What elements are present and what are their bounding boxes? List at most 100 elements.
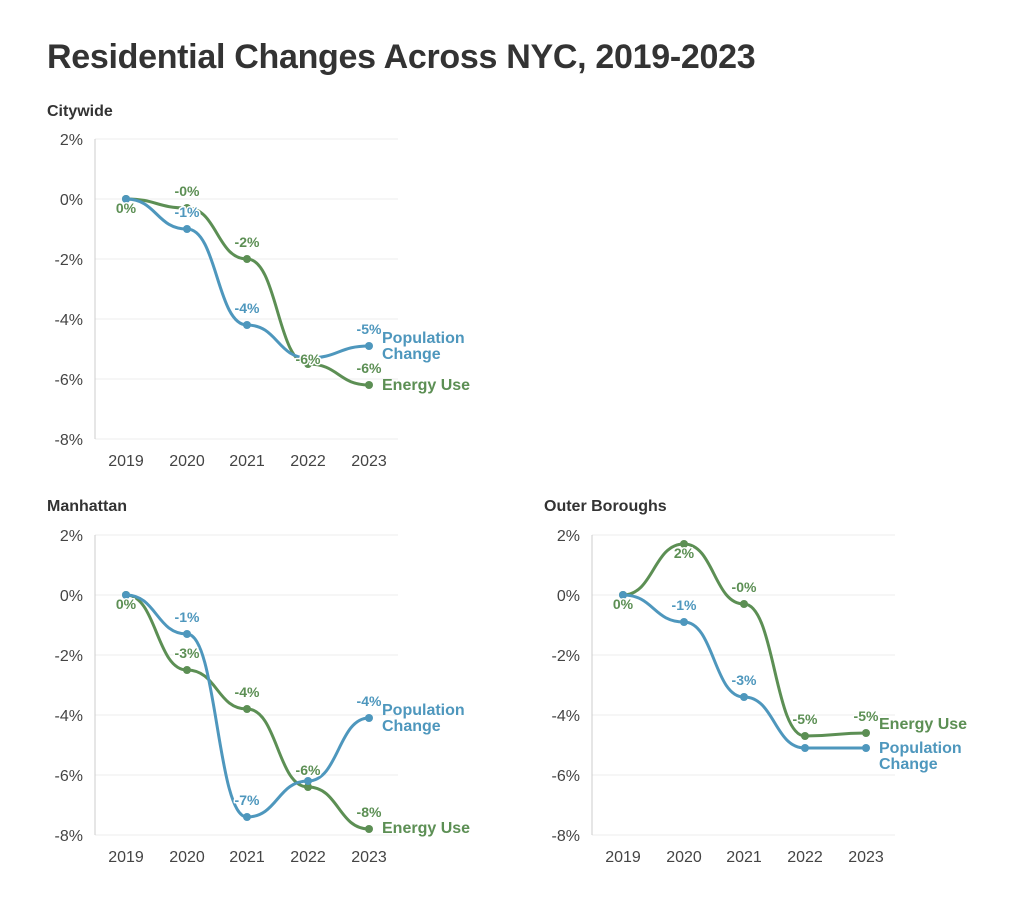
x-tick-label: 2019 [108, 849, 144, 866]
data-label-energy: 2% [674, 545, 695, 561]
x-tick-label: 2019 [605, 849, 641, 866]
x-tick-label: 2021 [229, 849, 265, 866]
y-tick-label: 2% [60, 132, 83, 149]
y-tick-label: -8% [55, 432, 83, 449]
data-point-population [183, 630, 191, 638]
x-tick-label: 2022 [290, 453, 326, 470]
y-tick-label: -2% [552, 648, 580, 665]
data-label-population: -7% [235, 792, 260, 808]
data-point-population [365, 342, 373, 350]
y-tick-label: 2% [557, 528, 580, 545]
series-line-energy [621, 542, 868, 738]
y-tick-label: 0% [60, 588, 83, 605]
data-label-population: -3% [732, 672, 757, 688]
x-tick-label: 2020 [169, 453, 205, 470]
x-tick-label: 2020 [169, 849, 205, 866]
y-tick-label: -2% [55, 648, 83, 665]
data-point-energy [304, 360, 312, 368]
data-point-population [183, 225, 191, 233]
data-point-population [862, 744, 870, 752]
y-tick-label: 0% [60, 192, 83, 209]
data-point-energy [183, 666, 191, 674]
x-tick-label: 2022 [290, 849, 326, 866]
data-point-population [365, 714, 373, 722]
data-label-energy: -2% [235, 234, 260, 250]
data-point-population [243, 813, 251, 821]
data-point-energy [304, 783, 312, 791]
data-label-energy: -5% [854, 708, 879, 724]
data-label-energy: -4% [235, 684, 260, 700]
data-label-energy: -6% [357, 360, 382, 376]
page-title: Residential Changes Across NYC, 2019-202… [47, 38, 756, 76]
data-point-population [801, 744, 809, 752]
x-tick-label: 2019 [108, 453, 144, 470]
data-point-energy [680, 540, 688, 548]
x-tick-label: 2021 [229, 453, 265, 470]
series-label-population: Population Change [879, 740, 962, 773]
y-tick-label: -6% [55, 768, 83, 785]
data-point-population [304, 777, 312, 785]
chart-title-manhattan: Manhattan [47, 498, 127, 515]
data-label-population: -4% [357, 693, 382, 709]
chart-title-outer-boroughs: Outer Boroughs [544, 498, 667, 515]
series-label-population: Population Change [382, 330, 465, 363]
series-label-population: Population Change [382, 702, 465, 735]
series-line-population [124, 593, 371, 819]
data-label-population: -5% [357, 321, 382, 337]
x-tick-label: 2023 [351, 849, 387, 866]
y-tick-label: -4% [55, 708, 83, 725]
data-point-energy [365, 381, 373, 389]
data-label-energy: 0% [613, 596, 634, 612]
series-label-energy: Energy Use [879, 716, 967, 733]
data-point-energy [183, 204, 191, 212]
data-label-energy: -8% [357, 804, 382, 820]
y-tick-label: -6% [552, 768, 580, 785]
data-point-energy [740, 600, 748, 608]
data-point-population [304, 354, 312, 362]
data-label-energy: -6% [296, 351, 321, 367]
data-point-population [619, 591, 627, 599]
y-tick-label: 0% [557, 588, 580, 605]
data-label-energy: 0% [116, 596, 137, 612]
x-tick-label: 2020 [666, 849, 702, 866]
data-point-population [740, 693, 748, 701]
y-tick-label: -8% [55, 828, 83, 845]
y-tick-label: 2% [60, 528, 83, 545]
y-tick-label: -8% [552, 828, 580, 845]
x-tick-label: 2021 [726, 849, 762, 866]
data-label-energy: -3% [175, 645, 200, 661]
data-label-population: -1% [672, 597, 697, 613]
data-point-population [122, 195, 130, 203]
data-point-population [243, 321, 251, 329]
x-tick-label: 2023 [351, 453, 387, 470]
x-tick-label: 2022 [787, 849, 823, 866]
data-label-population: -1% [175, 204, 200, 220]
data-label-energy: -0% [175, 183, 200, 199]
data-label-energy: -0% [732, 579, 757, 595]
series-label-energy: Energy Use [382, 377, 470, 394]
data-label-population: -1% [175, 609, 200, 625]
data-point-population [680, 618, 688, 626]
data-label-energy: -6% [296, 762, 321, 778]
x-tick-label: 2023 [848, 849, 884, 866]
data-label-energy: 0% [116, 200, 137, 216]
chart-title-citywide: Citywide [47, 103, 113, 120]
data-point-energy [243, 255, 251, 263]
y-tick-label: -2% [55, 252, 83, 269]
data-point-energy [862, 729, 870, 737]
y-tick-label: -6% [55, 372, 83, 389]
y-tick-label: -4% [552, 708, 580, 725]
data-label-energy: -5% [793, 711, 818, 727]
y-tick-label: -4% [55, 312, 83, 329]
data-point-population [122, 591, 130, 599]
series-label-energy: Energy Use [382, 820, 470, 837]
data-point-energy [365, 825, 373, 833]
data-point-energy [243, 705, 251, 713]
